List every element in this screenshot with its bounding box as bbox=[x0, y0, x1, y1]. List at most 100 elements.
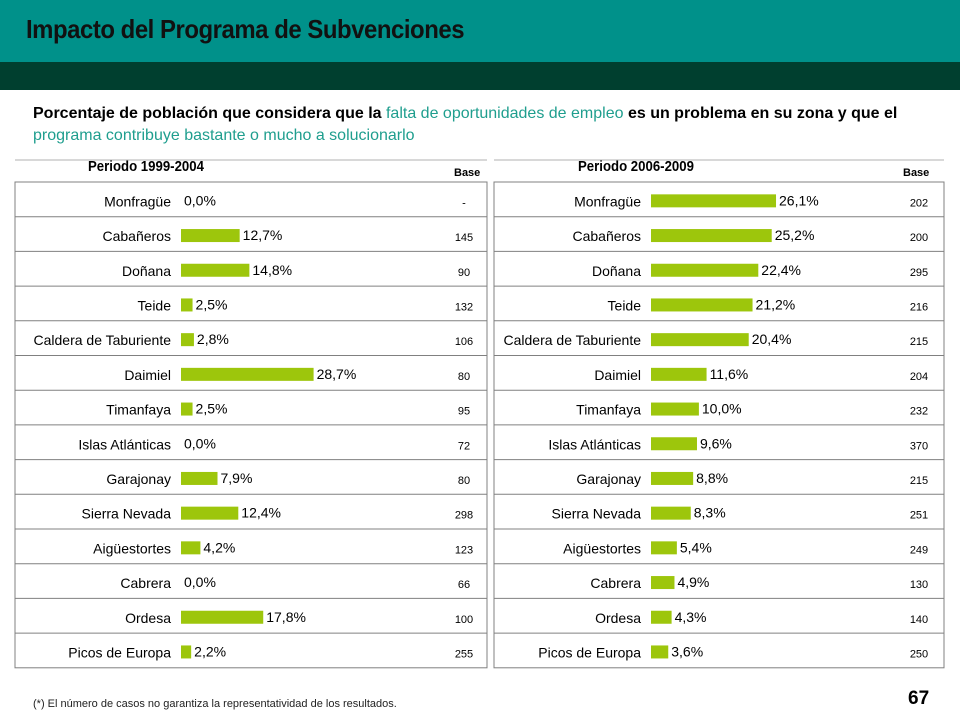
base-value: 72 bbox=[458, 440, 470, 452]
base-value: 130 bbox=[910, 579, 928, 591]
category-label: Daimiel bbox=[594, 367, 641, 383]
value-label: 3,6% bbox=[671, 643, 703, 659]
header-bar bbox=[0, 0, 960, 62]
bar bbox=[651, 645, 669, 659]
bar bbox=[651, 333, 749, 347]
category-label: Cabrera bbox=[590, 575, 641, 591]
bar bbox=[651, 367, 707, 381]
category-label: Ordesa bbox=[125, 610, 171, 626]
value-label: 21,2% bbox=[756, 296, 796, 312]
base-value: 295 bbox=[910, 267, 928, 279]
bar bbox=[651, 576, 675, 590]
base-value: 90 bbox=[458, 267, 470, 279]
base-value: 140 bbox=[910, 614, 928, 626]
base-header-1: Base bbox=[454, 167, 481, 179]
base-value: 202 bbox=[910, 197, 928, 209]
category-label: Monfragüe bbox=[104, 193, 171, 209]
value-label: 12,7% bbox=[243, 227, 283, 243]
category-label: Ordesa bbox=[595, 610, 641, 626]
value-label: 2,8% bbox=[197, 331, 229, 347]
value-label: 2,5% bbox=[196, 401, 228, 417]
value-label: 8,3% bbox=[694, 505, 726, 521]
category-label: Aigüestortes bbox=[93, 540, 171, 556]
period-1-title: Periodo 1999-2004 bbox=[88, 158, 204, 175]
bar bbox=[651, 194, 777, 208]
value-label: 9,6% bbox=[700, 435, 732, 451]
value-label: 28,7% bbox=[317, 366, 357, 382]
category-label: Islas Atlánticas bbox=[548, 436, 641, 452]
base-value: 215 bbox=[910, 336, 928, 348]
subtitle-highlight2: programa contribuye bastante o mucho a s… bbox=[33, 127, 415, 144]
header-band bbox=[0, 62, 960, 90]
value-label: 10,0% bbox=[702, 401, 742, 417]
base-value: 249 bbox=[910, 544, 928, 556]
page-title: Impacto del Programa de Subvenciones bbox=[26, 14, 465, 44]
base-value: 200 bbox=[910, 232, 928, 244]
base-value: 106 bbox=[455, 336, 473, 348]
bar bbox=[651, 229, 772, 243]
bar bbox=[181, 610, 264, 624]
bar bbox=[651, 610, 672, 624]
base-value: 132 bbox=[455, 301, 473, 313]
bar bbox=[181, 229, 240, 243]
category-label: Aigüestortes bbox=[563, 540, 641, 556]
bar bbox=[181, 471, 218, 485]
value-label: 0,0% bbox=[184, 574, 216, 590]
category-label: Daimiel bbox=[124, 367, 171, 383]
base-value: 251 bbox=[910, 510, 928, 522]
value-label: 4,3% bbox=[675, 609, 707, 625]
bar bbox=[181, 263, 250, 277]
base-value: 232 bbox=[910, 406, 928, 418]
bar bbox=[181, 402, 193, 416]
value-label: 7,9% bbox=[220, 470, 252, 486]
bar bbox=[651, 437, 697, 451]
value-label: 20,4% bbox=[752, 331, 792, 347]
category-label: Teide bbox=[138, 297, 172, 313]
value-label: 17,8% bbox=[266, 609, 306, 625]
bar bbox=[181, 367, 314, 381]
base-header-2: Base bbox=[903, 167, 930, 179]
bar bbox=[181, 645, 192, 659]
base-value: 66 bbox=[458, 579, 470, 591]
base-value: 123 bbox=[455, 544, 473, 556]
page-number: 67 bbox=[908, 688, 930, 709]
category-label: Monfragüe bbox=[574, 193, 641, 209]
category-label: Cabrera bbox=[120, 575, 171, 591]
value-label: 12,4% bbox=[241, 505, 281, 521]
base-value: 370 bbox=[910, 440, 928, 452]
bar bbox=[181, 333, 194, 347]
chart-subtitle: Porcentaje de población que considera qu… bbox=[33, 103, 933, 147]
bar bbox=[181, 541, 201, 555]
subtitle-highlight1: falta de oportunidades de empleo bbox=[385, 105, 624, 122]
value-label: 2,2% bbox=[194, 643, 226, 659]
category-label: Timanfaya bbox=[576, 402, 641, 418]
category-label: Doñana bbox=[592, 263, 641, 279]
category-label: Picos de Europa bbox=[68, 644, 171, 660]
base-value: 215 bbox=[910, 475, 928, 487]
value-label: 14,8% bbox=[252, 262, 292, 278]
bar bbox=[651, 506, 691, 520]
bar bbox=[651, 263, 759, 277]
value-label: 26,1% bbox=[779, 192, 819, 208]
period-2-title: Periodo 2006-2009 bbox=[578, 158, 694, 175]
base-value: 298 bbox=[455, 510, 473, 522]
value-label: 22,4% bbox=[761, 262, 801, 278]
category-label: Caldera de Taburiente bbox=[503, 332, 641, 348]
category-label: Islas Atlánticas bbox=[78, 436, 171, 452]
bar bbox=[181, 298, 193, 312]
value-label: 4,9% bbox=[677, 574, 709, 590]
base-value: 250 bbox=[910, 648, 928, 660]
base-value: 255 bbox=[455, 648, 473, 660]
value-label: 2,5% bbox=[196, 296, 228, 312]
base-value: 95 bbox=[458, 406, 470, 418]
value-label: 4,2% bbox=[203, 539, 235, 555]
value-label: 11,6% bbox=[710, 366, 749, 382]
bar bbox=[651, 471, 694, 485]
value-label: 0,0% bbox=[184, 192, 216, 208]
category-label: Timanfaya bbox=[106, 402, 171, 418]
subtitle-part1: Porcentaje de población que considera qu… bbox=[33, 105, 386, 122]
category-label: Garajonay bbox=[106, 471, 171, 487]
base-value: 204 bbox=[910, 371, 928, 383]
category-label: Caldera de Taburiente bbox=[33, 332, 171, 348]
